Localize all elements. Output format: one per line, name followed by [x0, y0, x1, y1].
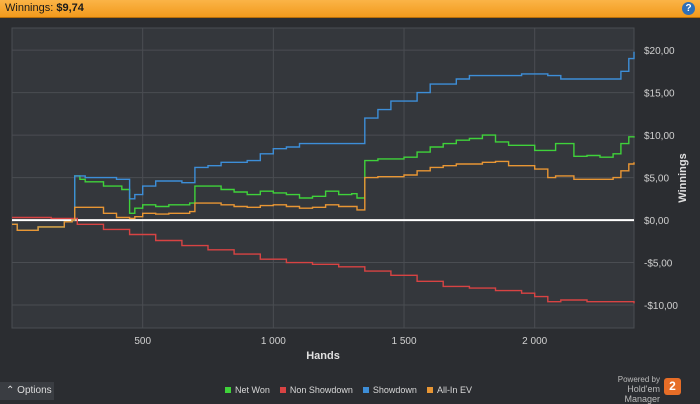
options-button[interactable]: ⌃ Options — [0, 382, 54, 400]
hm2-logo-badge: 2 — [664, 378, 681, 395]
y-tick-label: $15,00 — [644, 89, 675, 100]
y-tick-label: $0,00 — [644, 216, 669, 227]
legend-label: All-In EV — [436, 385, 472, 395]
legend-item[interactable]: Non Showdown — [279, 385, 353, 395]
x-tick-label: 2 000 — [522, 336, 547, 347]
legend-item[interactable]: Showdown — [362, 385, 417, 395]
series-line-net-won — [12, 134, 635, 231]
winnings-value: $9,74 — [56, 2, 84, 14]
y-tick-label: $5,00 — [644, 174, 669, 185]
winnings-title: Winnings: $9,74 — [5, 2, 84, 14]
series-lines — [12, 51, 635, 304]
legend-swatch — [362, 387, 369, 393]
series-line-non-showdown — [12, 216, 635, 304]
options-label: Options — [17, 385, 52, 396]
y-tick-label: -$5,00 — [644, 259, 673, 270]
powered-by-line2: Hold'em Manager — [624, 384, 660, 404]
y-tick-label: $20,00 — [644, 46, 675, 57]
x-tick-label: 1 500 — [392, 336, 417, 347]
chevron-up-icon: ⌃ — [6, 385, 15, 396]
legend-swatch — [426, 387, 433, 393]
x-axis-label: Hands — [306, 350, 340, 362]
legend-label: Showdown — [372, 385, 417, 395]
y-tick-label: -$10,00 — [644, 301, 678, 312]
legend-item[interactable]: Net Won — [225, 385, 270, 395]
x-tick-label: 1 000 — [261, 336, 286, 347]
series-line-all-in-ev — [12, 160, 635, 231]
legend-label: Non Showdown — [289, 385, 353, 395]
y-axis-label: Winnings — [677, 153, 689, 202]
x-tick-label: 500 — [134, 336, 151, 347]
grid-lines — [12, 28, 634, 328]
title-bar: Winnings: $9,74 ? — [0, 0, 700, 18]
powered-by: Powered by Hold'em Manager — [590, 375, 660, 404]
winnings-chart: 500 1 000 1 500 2 000 -$10,00 -$5,00 $0,00 $5,0… — [11, 27, 689, 362]
legend-swatch — [279, 387, 286, 393]
axis-ticks: 500 1 000 1 500 2 000 -$10,00 -$5,00 $0,00 $5,0… — [134, 46, 678, 347]
legend-item[interactable]: All-In EV — [426, 385, 472, 395]
legend: Net Won Non Showdown Showdown All-In EV — [225, 385, 482, 395]
y-tick-label: $10,00 — [644, 131, 675, 142]
series-line-showdown — [12, 51, 635, 231]
legend-swatch — [225, 387, 231, 393]
legend-label: Net Won — [235, 385, 270, 395]
help-icon[interactable]: ? — [682, 2, 695, 15]
powered-by-line1: Powered by — [617, 375, 660, 384]
